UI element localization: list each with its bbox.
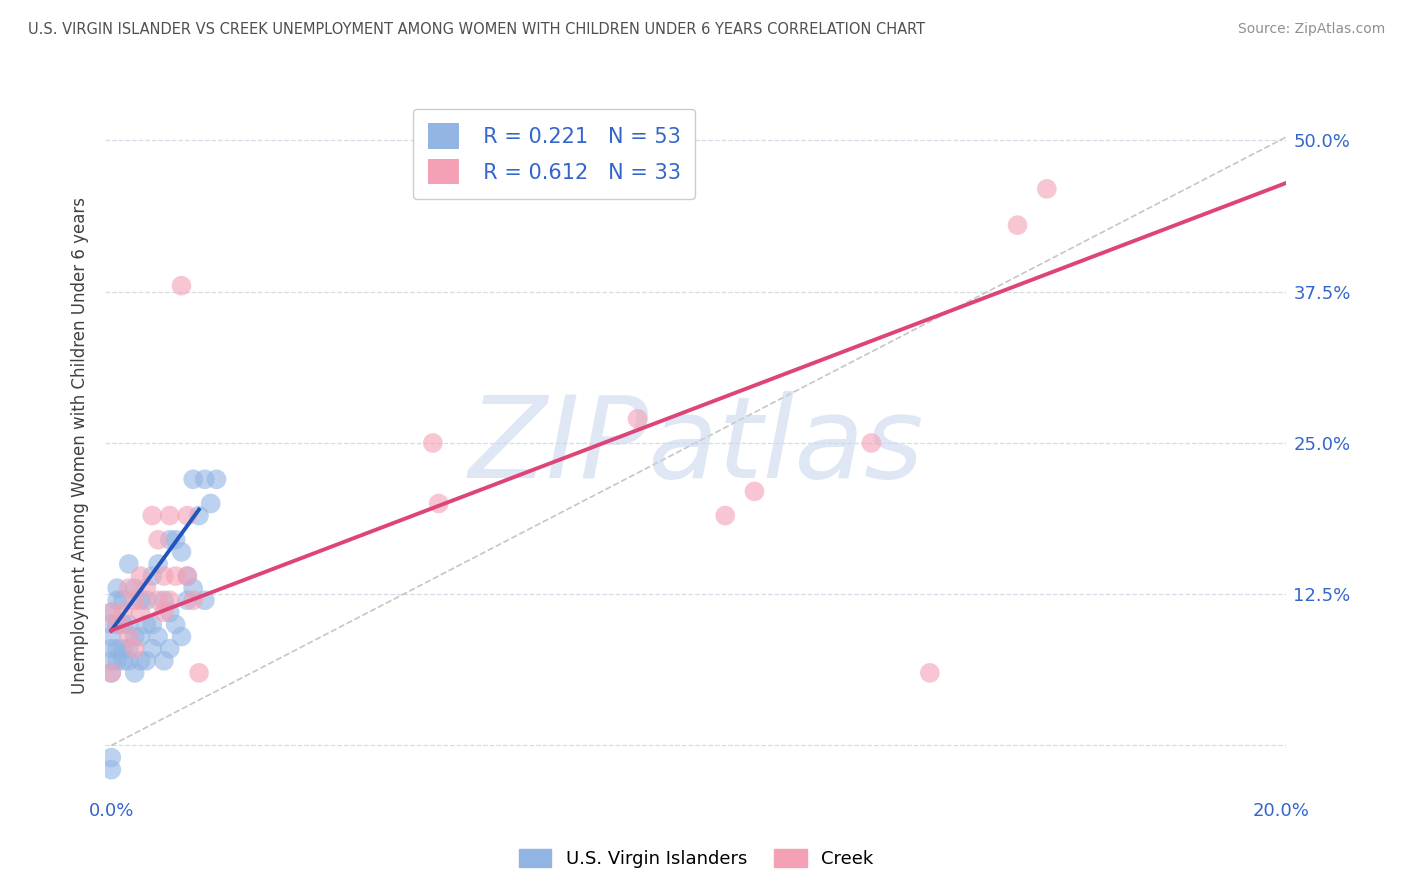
Point: [100, 630, 122, 644]
Point: [626, 411, 648, 425]
Point: [165, 533, 187, 547]
Point: [427, 496, 450, 510]
Point: [105, 617, 128, 632]
Point: [918, 665, 941, 680]
Point: [118, 617, 141, 632]
Point: [124, 630, 146, 644]
Point: [159, 606, 181, 620]
Point: [118, 630, 141, 644]
Point: [714, 508, 737, 523]
Point: [181, 581, 204, 595]
Point: [100, 763, 122, 777]
Point: [176, 508, 198, 523]
Point: [744, 484, 766, 499]
Point: [100, 665, 122, 680]
Point: [111, 617, 134, 632]
Point: [165, 617, 187, 632]
Point: [170, 278, 193, 293]
Point: [194, 593, 217, 607]
Point: [159, 533, 181, 547]
Point: [100, 654, 122, 668]
Point: [124, 593, 146, 607]
Point: [170, 545, 193, 559]
Point: [188, 508, 211, 523]
Point: [105, 641, 128, 656]
Point: [176, 569, 198, 583]
Text: ZIPatlas: ZIPatlas: [468, 391, 924, 501]
Point: [176, 569, 198, 583]
Point: [129, 630, 152, 644]
Point: [118, 654, 141, 668]
Point: [124, 581, 146, 595]
Point: [181, 472, 204, 486]
Point: [105, 617, 128, 632]
Y-axis label: Unemployment Among Women with Children Under 6 years: Unemployment Among Women with Children U…: [72, 197, 90, 695]
Point: [129, 593, 152, 607]
Point: [141, 617, 163, 632]
Point: [100, 606, 122, 620]
Point: [100, 641, 122, 656]
Point: [141, 641, 163, 656]
Point: [159, 593, 181, 607]
Point: [153, 569, 176, 583]
Point: [1007, 218, 1029, 232]
Point: [188, 665, 211, 680]
Point: [205, 472, 228, 486]
Point: [422, 436, 444, 450]
Point: [111, 654, 134, 668]
Point: [1036, 182, 1059, 196]
Point: [146, 557, 169, 571]
Point: [111, 641, 134, 656]
Point: [153, 606, 176, 620]
Point: [124, 665, 146, 680]
Point: [165, 569, 187, 583]
Point: [170, 630, 193, 644]
Point: [100, 665, 122, 680]
Point: [118, 581, 141, 595]
Point: [118, 557, 141, 571]
Point: [124, 641, 146, 656]
Point: [105, 593, 128, 607]
Point: [146, 593, 169, 607]
Point: [135, 617, 157, 632]
Point: [153, 654, 176, 668]
Point: [153, 593, 176, 607]
Point: [111, 593, 134, 607]
Text: U.S. VIRGIN ISLANDER VS CREEK UNEMPLOYMENT AMONG WOMEN WITH CHILDREN UNDER 6 YEA: U.S. VIRGIN ISLANDER VS CREEK UNEMPLOYME…: [28, 22, 925, 37]
Point: [100, 750, 122, 764]
Point: [159, 508, 181, 523]
Point: [105, 581, 128, 595]
Point: [129, 606, 152, 620]
Point: [118, 641, 141, 656]
Point: [129, 654, 152, 668]
Point: [105, 654, 128, 668]
Point: [141, 569, 163, 583]
Point: [135, 593, 157, 607]
Point: [146, 630, 169, 644]
Point: [194, 472, 217, 486]
Point: [111, 606, 134, 620]
Text: Source: ZipAtlas.com: Source: ZipAtlas.com: [1237, 22, 1385, 37]
Point: [860, 436, 883, 450]
Point: [159, 641, 181, 656]
Point: [181, 593, 204, 607]
Point: [129, 569, 152, 583]
Point: [135, 581, 157, 595]
Point: [100, 617, 122, 632]
Point: [176, 593, 198, 607]
Legend: U.S. Virgin Islanders, Creek: U.S. Virgin Islanders, Creek: [512, 841, 880, 875]
Point: [141, 508, 163, 523]
Point: [135, 654, 157, 668]
Point: [146, 533, 169, 547]
Point: [100, 606, 122, 620]
Point: [200, 496, 222, 510]
